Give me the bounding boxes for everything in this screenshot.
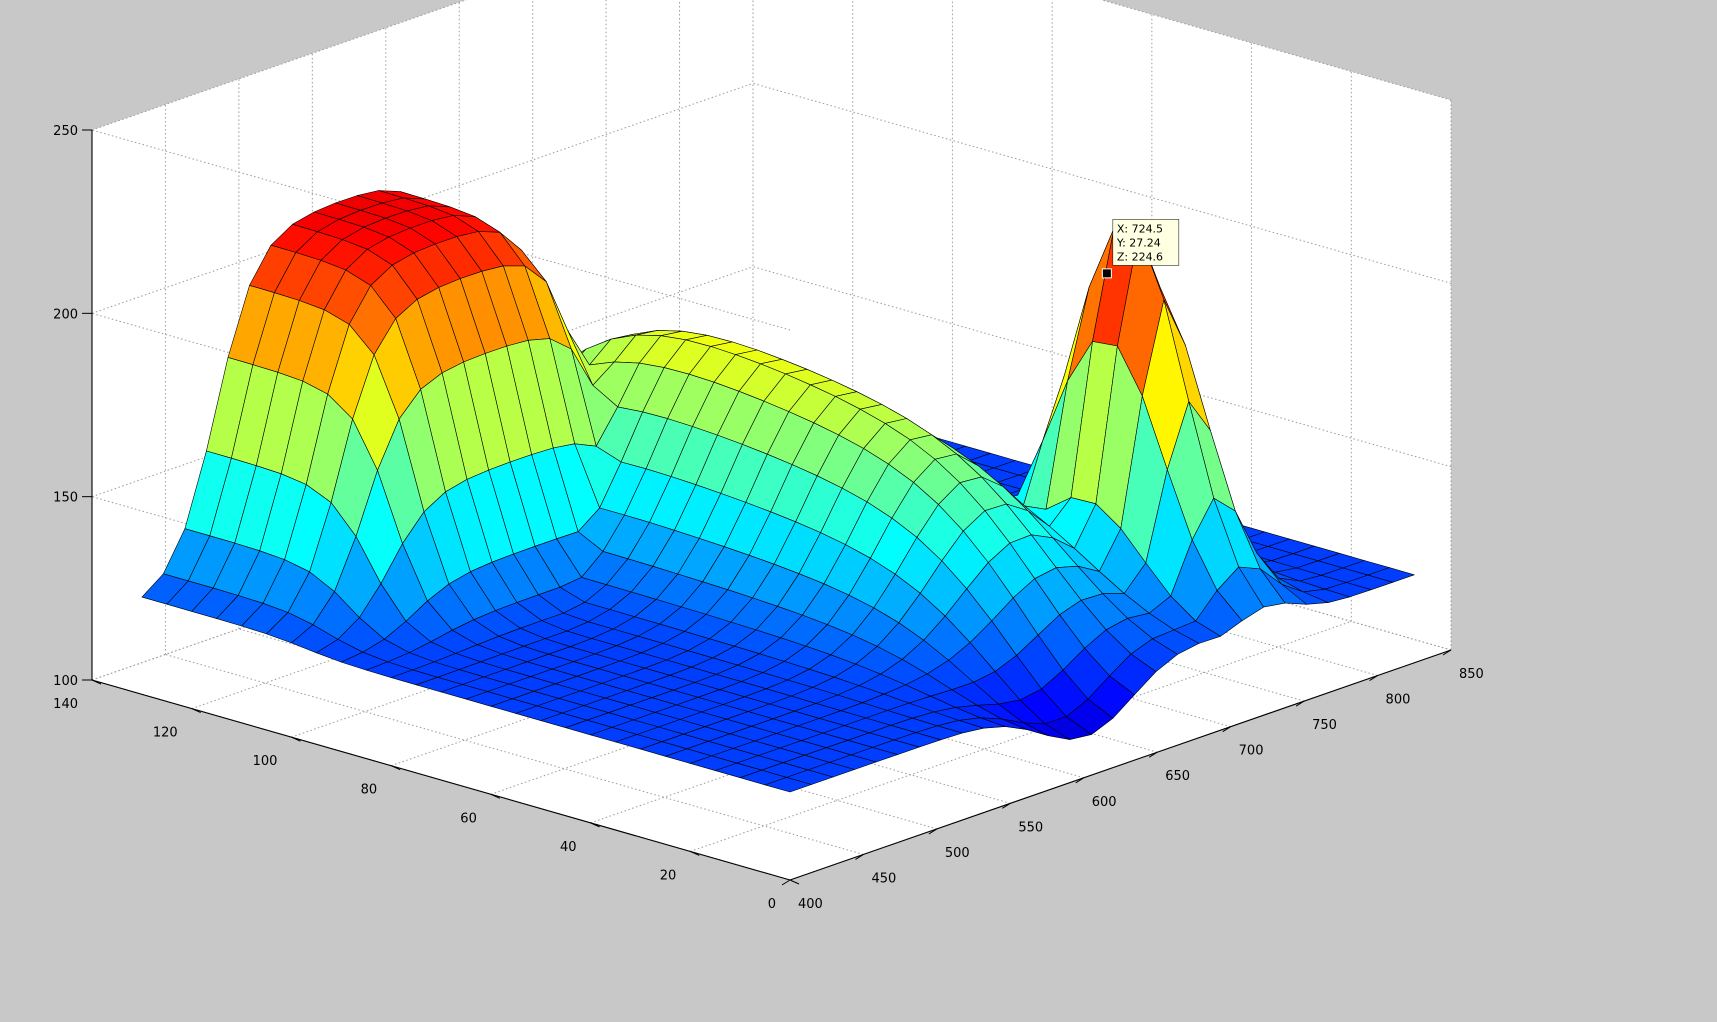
x-tick-mark <box>1295 700 1305 707</box>
grid-line-z-back <box>91 82 754 314</box>
grid-line-z-back <box>91 449 754 681</box>
x-tick-mark <box>928 828 938 835</box>
y-tick-label: 120 <box>153 726 178 741</box>
grid-line-y-floor <box>291 506 953 738</box>
grid-line-x-floor <box>165 653 864 855</box>
y-tick-label: 0 <box>768 897 776 912</box>
grid-line-z-right <box>752 82 1452 284</box>
x-tick-mark <box>1222 726 1231 733</box>
grid-line-y-floor <box>590 592 1252 824</box>
x-tick-label: 850 <box>1459 667 1484 682</box>
grid-line-y-floor <box>390 535 1053 767</box>
z-tick-label: 200 <box>53 307 78 322</box>
x-tick-label: 800 <box>1386 693 1411 708</box>
data-tip-y-label: Y: 27.24 <box>1116 236 1161 249</box>
data-tip-box <box>1112 219 1180 266</box>
y-tick-mark <box>690 850 700 856</box>
surface-face <box>764 777 812 793</box>
y-tick-label: 80 <box>361 783 378 798</box>
x-tick-label: 400 <box>798 897 823 912</box>
x-tick-label: 650 <box>1165 769 1190 784</box>
x-tick-label: 700 <box>1239 744 1264 759</box>
axes-box-edges <box>91 130 1452 881</box>
axis-ticks: 400 450 500 550 600 650 700 750 800 850 0 20 40 60 80 1… <box>53 124 1484 912</box>
y-tick-label: 140 <box>53 697 78 712</box>
y-tick-mark <box>390 765 401 771</box>
grid-line-z-back <box>91 266 754 498</box>
y-tick-mark <box>490 793 501 799</box>
y-tick-label: 40 <box>560 840 577 855</box>
data-tip-z-label: Z: 224.6 <box>1117 250 1163 263</box>
z-tick-label: 100 <box>53 674 78 689</box>
y-tick-mark <box>91 679 102 685</box>
grid-line-z-left <box>91 129 791 331</box>
grid-line-z-right <box>752 266 1452 468</box>
surface-mesh[interactable] <box>141 190 1415 793</box>
y-tick-label: 60 <box>460 811 477 826</box>
x-tick-mark <box>1369 675 1378 681</box>
grid-line-y-floor <box>690 620 1352 852</box>
z-tick-label: 150 <box>53 491 78 506</box>
z-tick-label: 250 <box>53 124 78 139</box>
data-tip[interactable]: X: 724.5 Y: 27.24 Z: 224.6 <box>1101 219 1180 279</box>
x-tick-mark <box>855 854 864 860</box>
x-tick-mark <box>1442 649 1452 656</box>
x-tick-label: 550 <box>1018 820 1043 835</box>
data-tip-x-label: X: 724.5 <box>1117 222 1163 235</box>
x-tick-mark <box>1148 751 1158 758</box>
data-tip-marker[interactable] <box>1101 268 1112 279</box>
grid-line-y-floor <box>191 478 853 710</box>
y-tick-mark <box>191 708 201 714</box>
x-tick-label: 600 <box>1092 795 1117 810</box>
x-tick-mark <box>1002 802 1011 809</box>
y-tick-mark <box>789 879 800 885</box>
x-tick-label: 450 <box>871 871 896 886</box>
y-tick-label: 20 <box>660 868 677 883</box>
y-tick-mark <box>291 736 301 742</box>
x-axis-line <box>789 649 1452 881</box>
y-axis-line <box>91 679 791 881</box>
y-tick-label: 100 <box>253 754 278 769</box>
y-tick-mark <box>590 822 600 828</box>
x-tick-mark <box>1075 777 1085 784</box>
x-tick-mark <box>781 879 791 886</box>
grid-line-z-back <box>91 0 468 131</box>
x-tick-label: 500 <box>945 846 970 861</box>
x-tick-label: 750 <box>1312 718 1337 733</box>
grid-line-z-right <box>1100 0 1452 101</box>
grid-line-y-floor <box>490 563 1153 795</box>
